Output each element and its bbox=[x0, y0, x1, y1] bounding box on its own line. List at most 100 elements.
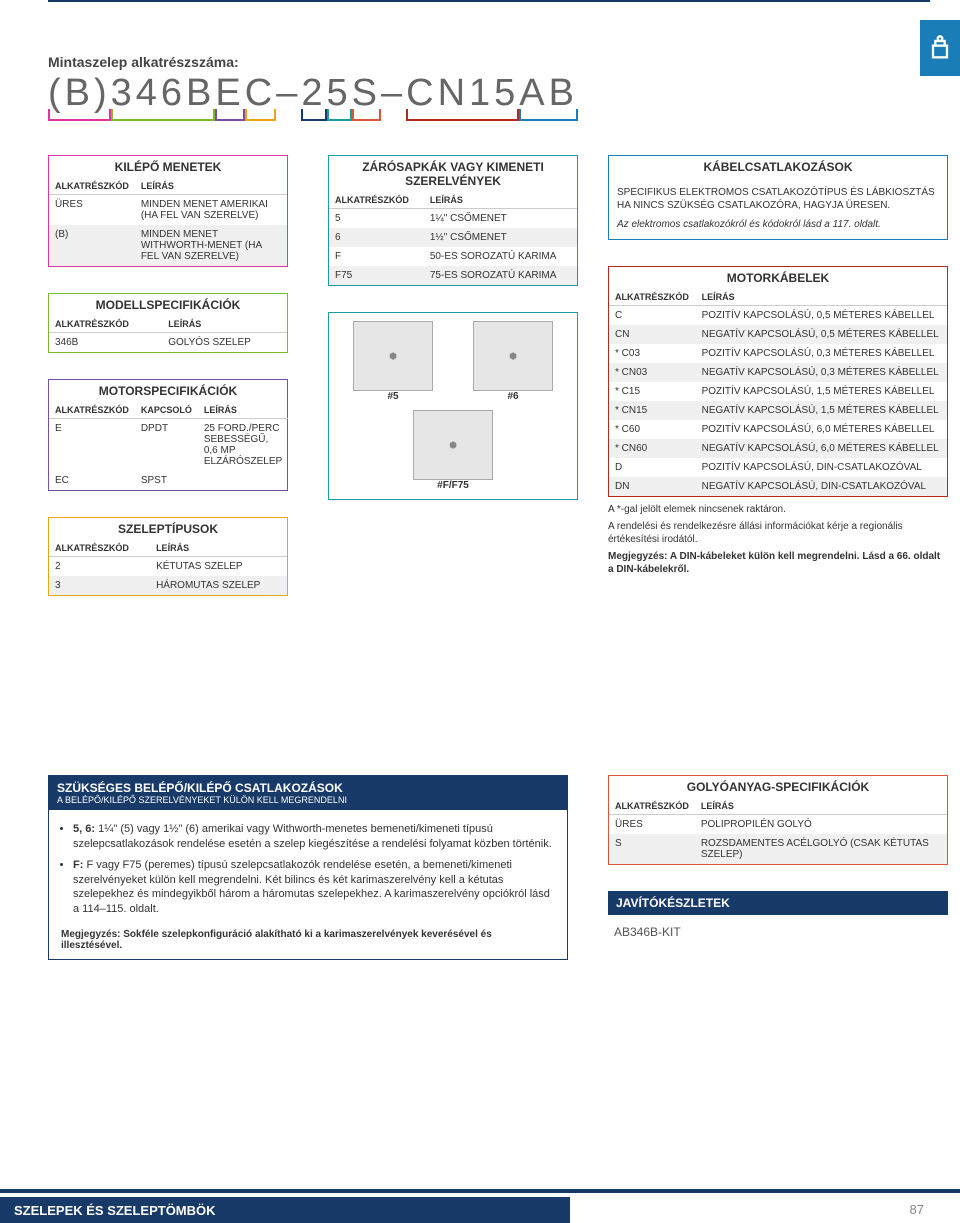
cell: ÜRES bbox=[49, 195, 135, 226]
cell: 75-ES SOROZATÚ KARIMA bbox=[424, 266, 577, 285]
box-title: SZELEPTÍPUSOK bbox=[48, 517, 288, 540]
table-row: * C15POZITÍV KAPCSOLÁSÚ, 1,5 MÉTERES KÁB… bbox=[609, 382, 947, 401]
cell: ÜRES bbox=[609, 815, 695, 835]
box-model: MODELLSPECIFIKÁCIÓK ALKATRÉSZKÓD LEÍRÁS … bbox=[48, 293, 288, 353]
th-desc: LEÍRÁS bbox=[198, 402, 288, 419]
image-label: #6 bbox=[473, 391, 553, 402]
box-title: MOTORSPECIFIKÁCIÓK bbox=[48, 379, 288, 402]
partno-segment: 2 bbox=[301, 72, 326, 115]
cell: DN bbox=[609, 477, 696, 496]
cell: 346B bbox=[49, 333, 162, 353]
cell: POZITÍV KAPCSOLÁSÚ, 0,3 MÉTERES KÁBELLEL bbox=[696, 344, 947, 363]
table-row: (B)MINDEN MENET WITHWORTH-MENET (HA FEL … bbox=[49, 225, 287, 266]
table-row: DNNEGATÍV KAPCSOLÁSÚ, DIN-CSATLAKOZÓVAL bbox=[609, 477, 947, 496]
th-code: ALKATRÉSZKÓD bbox=[329, 192, 424, 209]
box-sub: A BELÉPŐ/KILÉPŐ SZERELVÉNYEKET KÜLÖN KEL… bbox=[57, 795, 559, 805]
box-required-conn: SZÜKSÉGES BELÉPŐ/KILÉPŐ CSATLAKOZÁSOK A … bbox=[48, 775, 568, 960]
bullet: 5, 6: 1¼" (5) vagy 1½" (6) amerikai vagy… bbox=[73, 822, 555, 852]
table-row: SROZSDAMENTES ACÉLGOLYÓ (CSAK KÉTUTAS SZ… bbox=[609, 834, 947, 864]
table-row: ÜRESMINDEN MENET AMERIKAI (HA FEL VAN SZ… bbox=[49, 195, 287, 226]
cell: * CN15 bbox=[609, 401, 696, 420]
table-row: F7575-ES SOROZATÚ KARIMA bbox=[329, 266, 577, 285]
cell: KÉTUTAS SZELEP bbox=[150, 557, 287, 577]
table-row: 346BGOLYÓS SZELEP bbox=[49, 333, 287, 353]
cell: ROZSDAMENTES ACÉLGOLYÓ (CSAK KÉTUTAS SZE… bbox=[695, 834, 947, 864]
th-desc: LEÍRÁS bbox=[150, 540, 287, 557]
cable-conn-note: Az elektromos csatlakozókról és kódokról… bbox=[617, 218, 939, 231]
box-ball-spec: GOLYÓANYAG-SPECIFIKÁCIÓK ALKATRÉSZKÓD LE… bbox=[608, 775, 948, 865]
cell: POZITÍV KAPCSOLÁSÚ, 6,0 MÉTERES KÁBELLEL bbox=[696, 420, 947, 439]
table-row: ÜRESPOLIPROPILÉN GOLYÓ bbox=[609, 815, 947, 835]
table-row: 3HÁROMUTAS SZELEP bbox=[49, 576, 287, 595]
partno-segment: CN15 bbox=[406, 72, 519, 115]
th-code: ALKATRÉSZKÓD bbox=[609, 798, 695, 815]
th-desc: LEÍRÁS bbox=[162, 316, 287, 333]
box-motor-spec: MOTORSPECIFIKÁCIÓK ALKATRÉSZKÓD KAPCSOLÓ… bbox=[48, 379, 288, 491]
box-repair: JAVÍTÓKÉSZLETEK bbox=[608, 891, 948, 915]
cell: * C03 bbox=[609, 344, 696, 363]
cell: POZITÍV KAPCSOLÁSÚ, 0,5 MÉTERES KÁBELLEL bbox=[696, 306, 947, 326]
partno-segment: AB bbox=[519, 72, 578, 115]
cell: DPDT bbox=[135, 419, 198, 472]
table-row: 51¼" CSŐMENET bbox=[329, 209, 577, 229]
bullet: F: F vagy F75 (peremes) típusú szelepcsa… bbox=[73, 858, 555, 917]
box-title: MOTORKÁBELEK bbox=[608, 266, 948, 289]
box-valve-types: SZELEPTÍPUSOK ALKATRÉSZKÓD LEÍRÁS 2KÉTUT… bbox=[48, 517, 288, 596]
table-row: * CN15NEGATÍV KAPCSOLÁSÚ, 1,5 MÉTERES KÁ… bbox=[609, 401, 947, 420]
th-desc: LEÍRÁS bbox=[696, 289, 947, 306]
table-row: 61½" CSŐMENET bbox=[329, 228, 577, 247]
footer: SZELEPEK ÉS SZELEPTÖMBÖK 87 bbox=[0, 1189, 960, 1223]
th-switch: KAPCSOLÓ bbox=[135, 402, 198, 419]
cell: HÁROMUTAS SZELEP bbox=[150, 576, 287, 595]
partno-segment: S bbox=[352, 72, 381, 115]
table-row: * CN03NEGATÍV KAPCSOLÁSÚ, 0,3 MÉTERES KÁ… bbox=[609, 363, 947, 382]
subtitle: Mintaszelep alkatrészszáma: bbox=[48, 54, 930, 70]
endcap-images: ⬢#5⬢#6⬢#F/F75 bbox=[328, 312, 578, 500]
cell: F bbox=[329, 247, 424, 266]
table-row: * C60POZITÍV KAPCSOLÁSÚ, 6,0 MÉTERES KÁB… bbox=[609, 420, 947, 439]
box-outlet: KILÉPŐ MENETEK ALKATRÉSZKÓD LEÍRÁS ÜRESM… bbox=[48, 155, 288, 267]
note: A rendelési és rendelkezésre állási info… bbox=[608, 520, 948, 546]
cell: POZITÍV KAPCSOLÁSÚ, DIN-CSATLAKOZÓVAL bbox=[696, 458, 947, 477]
th-code: ALKATRÉSZKÓD bbox=[609, 289, 696, 306]
cable-conn-text: SPECIFIKUS ELEKTROMOS CSATLAKOZÓTÍPUS ÉS… bbox=[617, 186, 939, 212]
product-image: ⬢#6 bbox=[473, 321, 553, 402]
cell: C bbox=[609, 306, 696, 326]
cell: GOLYÓS SZELEP bbox=[162, 333, 287, 353]
cell: NEGATÍV KAPCSOLÁSÚ, 6,0 MÉTERES KÁBELLEL bbox=[696, 439, 947, 458]
box-title: SZÜKSÉGES BELÉPŐ/KILÉPŐ CSATLAKOZÁSOK bbox=[57, 781, 559, 795]
cell: * CN03 bbox=[609, 363, 696, 382]
cell: MINDEN MENET AMERIKAI (HA FEL VAN SZEREL… bbox=[135, 195, 287, 226]
cell: 2 bbox=[49, 557, 150, 577]
th-desc: LEÍRÁS bbox=[424, 192, 577, 209]
part-number: (B)346BEC–25S–CN15AB bbox=[48, 72, 930, 115]
cell: EC bbox=[49, 471, 135, 490]
th-desc: LEÍRÁS bbox=[695, 798, 947, 815]
product-image: ⬢#F/F75 bbox=[413, 410, 493, 491]
box-title: KILÉPŐ MENETEK bbox=[48, 155, 288, 178]
table-row: ECSPST bbox=[49, 471, 288, 490]
image-label: #5 bbox=[353, 391, 433, 402]
box-title: MODELLSPECIFIKÁCIÓK bbox=[48, 293, 288, 316]
partno-segment: E bbox=[215, 72, 244, 115]
table-row: * CN60NEGATÍV KAPCSOLÁSÚ, 6,0 MÉTERES KÁ… bbox=[609, 439, 947, 458]
cell: 25 FORD./PERC SEBESSÉGŰ, 0,6 MP ELZÁRÓSZ… bbox=[198, 419, 288, 472]
side-tab-icon bbox=[920, 20, 960, 76]
box-title: GOLYÓANYAG-SPECIFIKÁCIÓK bbox=[608, 775, 948, 798]
cell: * C15 bbox=[609, 382, 696, 401]
th-code: ALKATRÉSZKÓD bbox=[49, 540, 150, 557]
th-code: ALKATRÉSZKÓD bbox=[49, 402, 135, 419]
th-code: ALKATRÉSZKÓD bbox=[49, 316, 162, 333]
box-motor-cables: MOTORKÁBELEK ALKATRÉSZKÓD LEÍRÁS CPOZITÍ… bbox=[608, 266, 948, 576]
partno-segment: C bbox=[245, 72, 276, 115]
cell: E bbox=[49, 419, 135, 472]
cell: S bbox=[609, 834, 695, 864]
partno-segment: – bbox=[276, 72, 301, 114]
cell: 1½" CSŐMENET bbox=[424, 228, 577, 247]
table-row: DPOZITÍV KAPCSOLÁSÚ, DIN-CSATLAKOZÓVAL bbox=[609, 458, 947, 477]
cell: (B) bbox=[49, 225, 135, 266]
cell: NEGATÍV KAPCSOLÁSÚ, 0,5 MÉTERES KÁBELLEL bbox=[696, 325, 947, 344]
note: A *-gal jelölt elemek nincsenek raktáron… bbox=[608, 503, 948, 516]
cell: F75 bbox=[329, 266, 424, 285]
cell bbox=[198, 471, 288, 490]
